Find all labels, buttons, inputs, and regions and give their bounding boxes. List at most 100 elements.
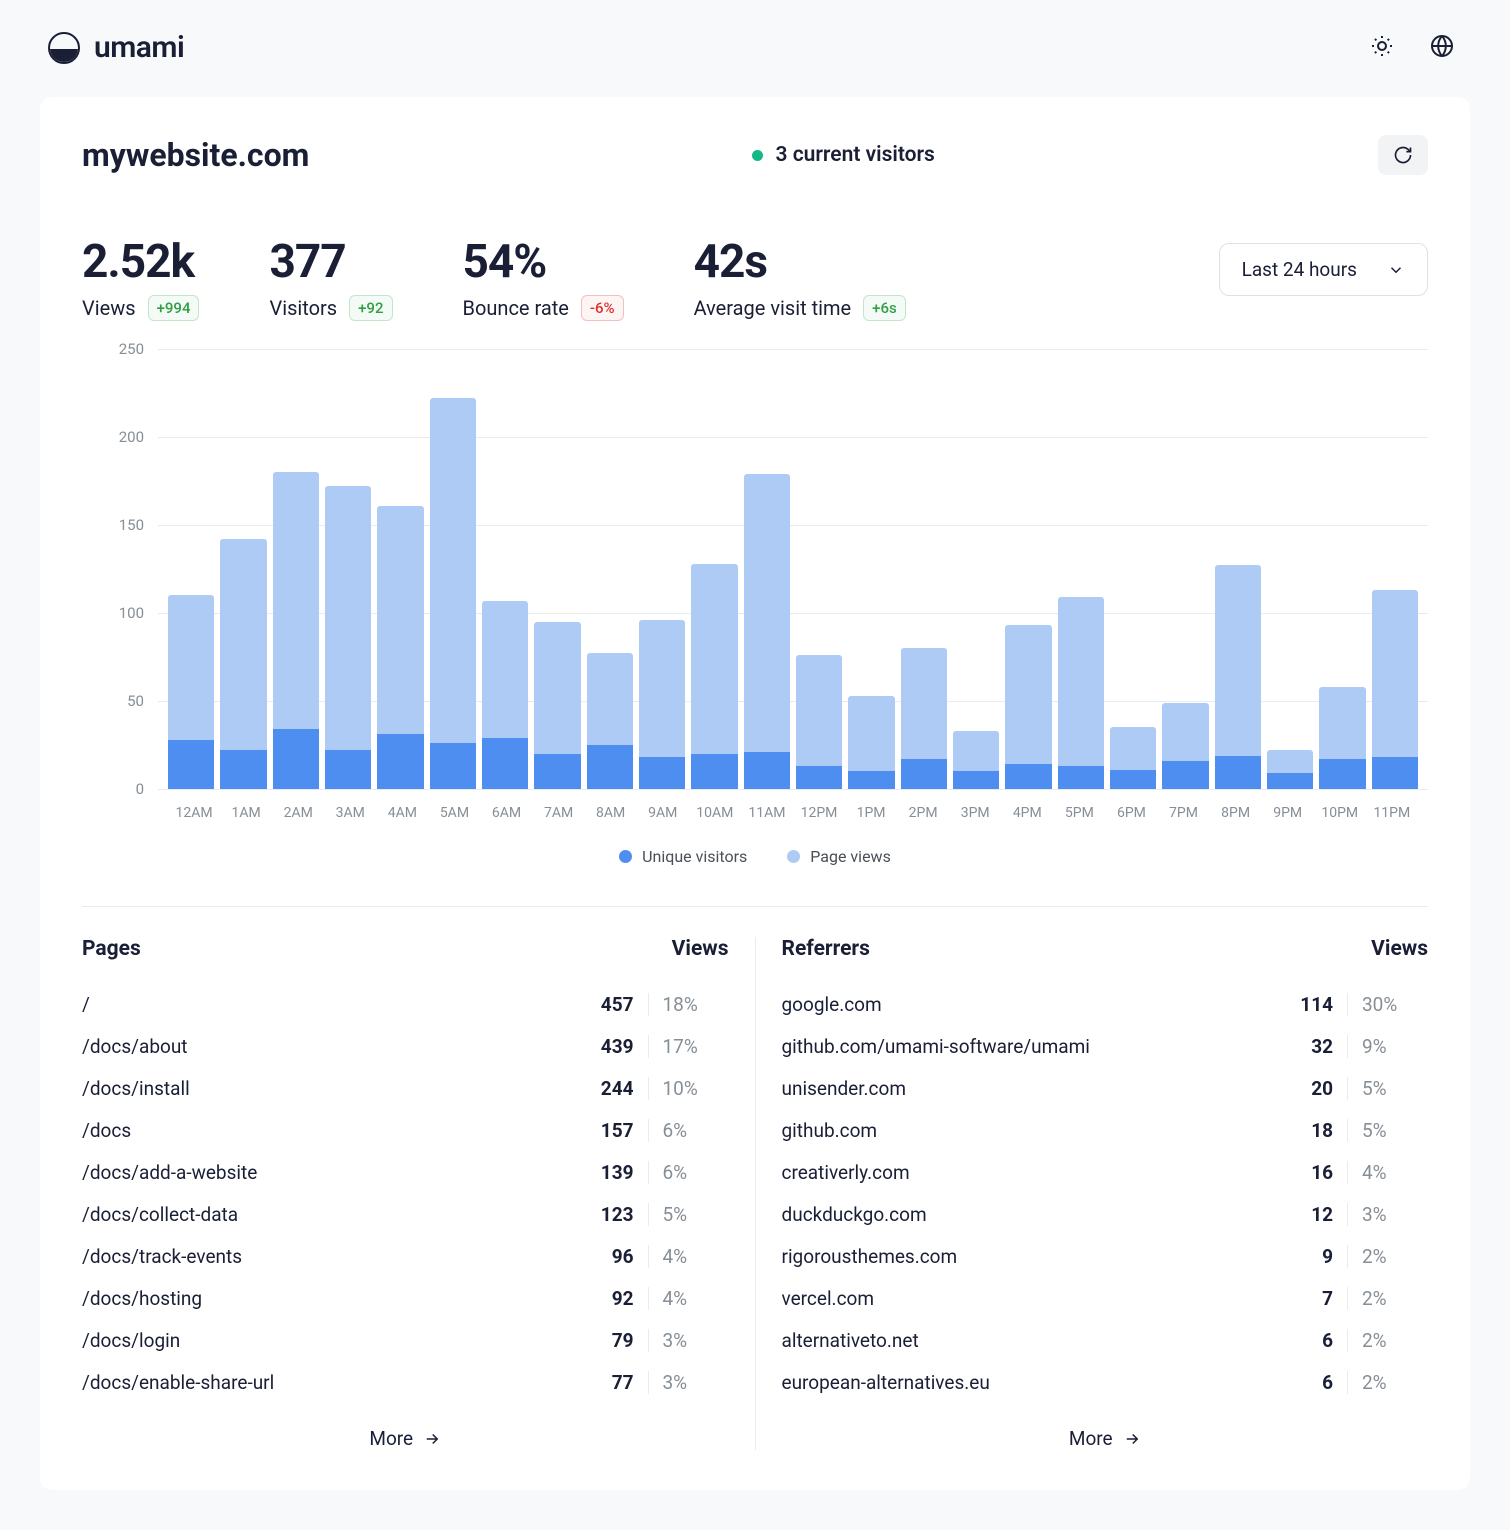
bar-column[interactable]	[430, 349, 476, 789]
bar-column[interactable]	[534, 349, 580, 789]
bar-views	[377, 506, 423, 735]
chevron-down-icon	[1387, 261, 1405, 279]
metric: 2.52kViews+994	[82, 235, 199, 321]
bar-unique	[796, 766, 842, 789]
brand-text: umami	[94, 30, 184, 65]
bar-column[interactable]	[1162, 349, 1208, 789]
bar-column[interactable]	[482, 349, 528, 789]
table-row[interactable]: /docs/hosting924%	[82, 1277, 729, 1319]
table-row[interactable]: /docs1576%	[82, 1109, 729, 1151]
bar-column[interactable]	[587, 349, 633, 789]
bar-column[interactable]	[1005, 349, 1051, 789]
row-label: /docs/add-a-website	[82, 1161, 574, 1184]
table-row[interactable]: /docs/track-events964%	[82, 1235, 729, 1277]
pages-more-link[interactable]: More	[82, 1427, 729, 1450]
row-label: creativerly.com	[782, 1161, 1274, 1184]
more-label: More	[1069, 1427, 1113, 1450]
pages-title: Pages	[82, 937, 141, 961]
bar-unique	[691, 754, 737, 789]
row-label: google.com	[782, 993, 1274, 1016]
brand-logo[interactable]: umami	[48, 30, 184, 65]
row-count: 32	[1273, 1035, 1347, 1058]
bar-column[interactable]	[1319, 349, 1365, 789]
bar-views	[848, 696, 894, 772]
refresh-button[interactable]	[1378, 135, 1428, 175]
table-row[interactable]: /docs/add-a-website1396%	[82, 1151, 729, 1193]
bar-column[interactable]	[273, 349, 319, 789]
bar-column[interactable]	[639, 349, 685, 789]
table-row[interactable]: rigorousthemes.com92%	[782, 1235, 1429, 1277]
row-pct: 6%	[648, 1161, 729, 1184]
table-row[interactable]: creativerly.com164%	[782, 1151, 1429, 1193]
legend-swatch	[619, 850, 632, 863]
x-axis-label: 1AM	[220, 805, 272, 821]
bar-views	[796, 655, 842, 766]
legend-item[interactable]: Unique visitors	[619, 847, 747, 866]
referrers-more-link[interactable]: More	[782, 1427, 1429, 1450]
metric-delta: +92	[349, 295, 392, 321]
grid-line	[158, 789, 1428, 790]
row-pct: 4%	[1347, 1161, 1428, 1184]
table-row[interactable]: github.com/umami-software/umami329%	[782, 1025, 1429, 1067]
bar-column[interactable]	[1110, 349, 1156, 789]
bar-column[interactable]	[1267, 349, 1313, 789]
bar-column[interactable]	[168, 349, 214, 789]
table-row[interactable]: /docs/collect-data1235%	[82, 1193, 729, 1235]
table-row[interactable]: /docs/login793%	[82, 1319, 729, 1361]
bar-views	[691, 564, 737, 754]
bar-unique	[1215, 756, 1261, 789]
table-row[interactable]: duckduckgo.com123%	[782, 1193, 1429, 1235]
bar-unique	[273, 729, 319, 789]
bar-column[interactable]	[1058, 349, 1104, 789]
row-pct: 5%	[1347, 1077, 1428, 1100]
referrers-title: Referrers	[782, 937, 870, 961]
bar-views	[430, 398, 476, 743]
y-axis-tick: 150	[119, 516, 144, 534]
x-axis-label: 11PM	[1366, 805, 1418, 821]
row-count: 157	[574, 1119, 648, 1142]
referrers-count-label: Views	[1371, 937, 1428, 961]
table-row[interactable]: github.com185%	[782, 1109, 1429, 1151]
table-row[interactable]: unisender.com205%	[782, 1067, 1429, 1109]
more-label: More	[369, 1427, 413, 1450]
x-axis-label: 10AM	[689, 805, 741, 821]
bar-column[interactable]	[220, 349, 266, 789]
row-label: /docs/login	[82, 1329, 574, 1352]
bar-column[interactable]	[1372, 349, 1418, 789]
bar-unique	[744, 752, 790, 789]
bar-views	[744, 474, 790, 752]
globe-icon[interactable]	[1430, 34, 1454, 62]
table-row[interactable]: vercel.com72%	[782, 1277, 1429, 1319]
bar-unique	[168, 740, 214, 789]
traffic-chart: 050100150200250 12AM1AM2AM3AM4AM5AM6AM7A…	[82, 349, 1428, 839]
bar-column[interactable]	[325, 349, 371, 789]
arrow-right-icon	[423, 1430, 441, 1448]
theme-toggle-icon[interactable]	[1370, 34, 1394, 62]
row-count: 18	[1273, 1119, 1347, 1142]
legend-item[interactable]: Page views	[787, 847, 891, 866]
bar-column[interactable]	[901, 349, 947, 789]
bar-column[interactable]	[953, 349, 999, 789]
bar-column[interactable]	[691, 349, 737, 789]
row-count: 92	[574, 1287, 648, 1310]
bar-column[interactable]	[796, 349, 842, 789]
table-row[interactable]: /45718%	[82, 983, 729, 1025]
bar-column[interactable]	[1215, 349, 1261, 789]
bar-views	[901, 648, 947, 759]
table-row[interactable]: /docs/about43917%	[82, 1025, 729, 1067]
bar-unique	[1162, 761, 1208, 789]
date-range-select[interactable]: Last 24 hours	[1219, 243, 1428, 296]
table-row[interactable]: /docs/enable-share-url773%	[82, 1361, 729, 1403]
bar-column[interactable]	[848, 349, 894, 789]
bar-views	[168, 595, 214, 739]
table-row[interactable]: european-alternatives.eu62%	[782, 1361, 1429, 1403]
row-pct: 9%	[1347, 1035, 1428, 1058]
table-row[interactable]: alternativeto.net62%	[782, 1319, 1429, 1361]
pages-table: Pages Views /45718%/docs/about43917%/doc…	[82, 937, 729, 1450]
table-row[interactable]: /docs/install24410%	[82, 1067, 729, 1109]
table-row[interactable]: google.com11430%	[782, 983, 1429, 1025]
bar-views	[1267, 750, 1313, 773]
bar-column[interactable]	[377, 349, 423, 789]
bar-unique	[430, 743, 476, 789]
bar-column[interactable]	[744, 349, 790, 789]
